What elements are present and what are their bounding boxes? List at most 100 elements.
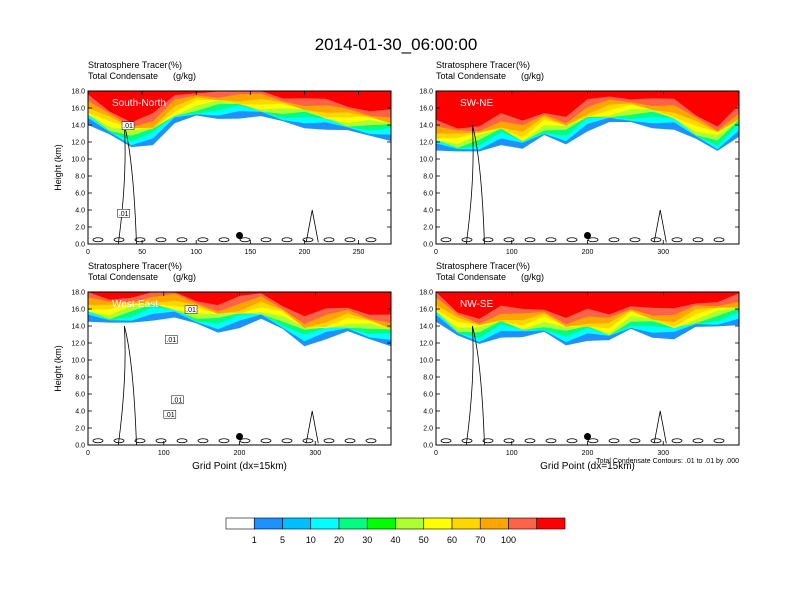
condensate-contour: [239, 438, 251, 444]
condensate-contour: [440, 438, 452, 444]
y-tick-label: 12.0: [419, 341, 433, 348]
x-axis-label: Grid Point (dx=15km): [540, 461, 635, 472]
condensate-contour: [671, 237, 683, 243]
panel-south-north: Stratosphere Tracer (%) Total Condensate (g…: [53, 60, 392, 256]
condensate-contour: [482, 237, 494, 243]
subtitle-tracer-unit: (%): [516, 60, 530, 70]
subtitle-condensate: Total Condensate: [88, 71, 158, 81]
tracer-field: [88, 292, 391, 347]
condensate-contour: [302, 237, 314, 243]
colorbar-swatch: [310, 517, 340, 530]
y-tick-label: 0.0: [423, 443, 433, 450]
condensate-contour: [650, 438, 662, 444]
condensate-contours: [440, 325, 725, 445]
condensate-contour: [650, 237, 662, 243]
contour-label-box: [165, 335, 178, 344]
y-tick-label: 14.0: [419, 123, 433, 130]
colorbar-level-label: 20: [334, 535, 344, 545]
condensate-contour: [218, 438, 230, 444]
x-tick-label: 300: [657, 450, 669, 457]
location-marker: [236, 433, 243, 440]
y-tick-label: 12.0: [419, 140, 433, 147]
y-tick-label: 10.0: [71, 157, 85, 164]
condensate-contour: [671, 438, 683, 444]
y-tick-label: 18.0: [71, 89, 85, 96]
colorbar-swatch: [282, 517, 312, 530]
condensate-contour: [465, 124, 485, 244]
subtitle-tracer: Stratosphere Tracer: [88, 60, 168, 70]
tracer-field: [436, 91, 739, 152]
colorbar: 1 5 10 20 30 40 50 60 70 100: [225, 517, 566, 545]
condensate-contour: [260, 438, 272, 444]
y-tick-label: 2.0: [423, 426, 433, 433]
tracer-band: [436, 292, 739, 319]
colorbar-swatch: [536, 517, 566, 530]
panel-nw-se: Stratosphere Tracer (%) Total Condensate (g…: [419, 261, 740, 472]
x-tick-label: 150: [244, 249, 256, 256]
y-tick-label: 0.0: [75, 242, 85, 249]
condensate-contour: [323, 438, 335, 444]
condensate-contours: [92, 325, 377, 445]
colorbar-swatch: [423, 517, 453, 530]
condensate-contour: [344, 438, 356, 444]
condensate-contour: [302, 438, 314, 444]
y-tick-label: 4.0: [75, 409, 85, 416]
y-tick-label: 10.0: [419, 157, 433, 164]
condensate-contour: [176, 237, 188, 243]
x-tick-label: 50: [138, 249, 146, 256]
panel-label: SW-NE: [460, 98, 493, 109]
condensate-contour: [524, 438, 536, 444]
colorbar-swatch: [479, 517, 509, 530]
condensate-contour: [365, 438, 377, 444]
y-tick-label: 12.0: [71, 341, 85, 348]
y-tick-label: 18.0: [419, 290, 433, 297]
y-tick-label: 6.0: [75, 392, 85, 399]
x-tick-label: 100: [158, 450, 170, 457]
contour-label: .01: [119, 211, 129, 218]
condensate-contour: [713, 438, 725, 444]
condensate-contour: [566, 438, 578, 444]
colorbar-level-label: 60: [447, 535, 457, 545]
colorbar-level-label: 5: [280, 535, 285, 545]
panel-label: South-North: [112, 98, 166, 109]
condensate-contour: [134, 237, 146, 243]
contour-label-box: [117, 209, 130, 218]
condensate-contour: [155, 438, 167, 444]
y-tick-label: 8.0: [75, 174, 85, 181]
y-tick-label: 4.0: [75, 208, 85, 215]
subtitle-condensate-unit: (g/kg): [521, 272, 544, 282]
condensate-contour: [281, 237, 293, 243]
contour-note: Total Condensate Contours: .01 to .01 by…: [596, 458, 739, 465]
subtitle-condensate-unit: (g/kg): [173, 71, 196, 81]
panel-west-east: Stratosphere Tracer (%) Total Condensate (g…: [53, 261, 392, 472]
y-tick-label: 8.0: [423, 174, 433, 181]
contour-label: .01: [186, 307, 196, 314]
x-tick-label: 100: [190, 249, 202, 256]
x-tick-label: 250: [353, 249, 365, 256]
colorbar-swatch: [253, 517, 283, 530]
location-marker: [584, 433, 591, 440]
x-tick-label: 200: [582, 249, 594, 256]
y-tick-label: 2.0: [75, 426, 85, 433]
condensate-contour: [440, 237, 452, 243]
condensate-contour: [503, 438, 515, 444]
condensate-contour: [524, 237, 536, 243]
y-tick-label: 16.0: [419, 106, 433, 113]
x-axis-label: Grid Point (dx=15km): [192, 461, 287, 472]
x-tick-label: 0: [434, 450, 438, 457]
location-marker: [236, 232, 243, 239]
y-axis-label: Height (km): [53, 345, 63, 392]
subtitle-tracer: Stratosphere Tracer: [436, 60, 516, 70]
colorbar-swatch: [508, 517, 538, 530]
panel-sw-ne: Stratosphere Tracer (%) Total Condensate (g…: [419, 60, 740, 256]
y-tick-label: 10.0: [71, 358, 85, 365]
contour-label-box: [121, 121, 135, 130]
condensate-contour: [608, 237, 620, 243]
figure-title: 2014-01-30_06:00:00: [315, 35, 478, 54]
colorbar-level-label: 10: [306, 535, 316, 545]
condensate-contour: [545, 237, 557, 243]
subtitle-tracer-unit: (%): [516, 261, 530, 271]
subtitle-tracer-unit: (%): [168, 60, 182, 70]
condensate-contour: [92, 237, 104, 243]
y-tick-label: 2.0: [423, 225, 433, 232]
